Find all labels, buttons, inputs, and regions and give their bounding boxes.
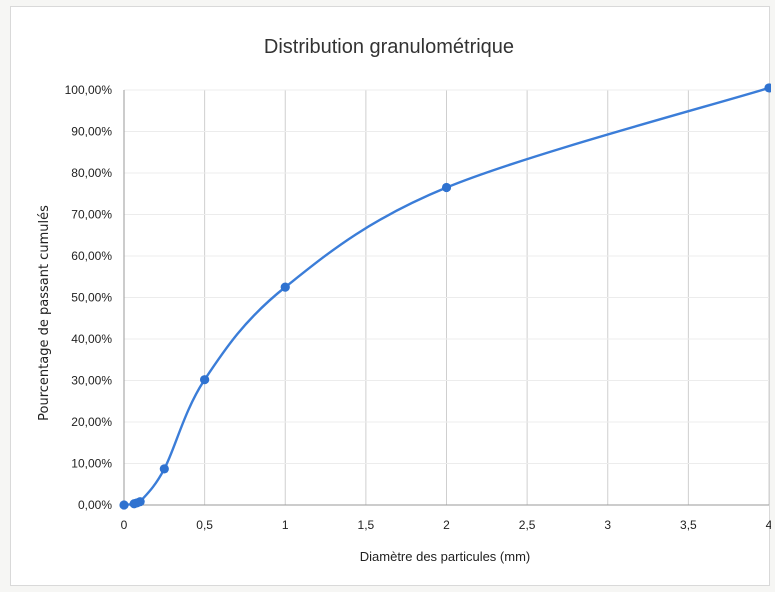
y-tick-label: 40,00% <box>71 332 112 346</box>
x-tick-label: 3 <box>604 518 611 532</box>
x-tick-label: 2,5 <box>519 518 536 532</box>
y-tick-label: 80,00% <box>71 166 112 180</box>
y-tick-label: 90,00% <box>71 125 112 139</box>
x-tick-label: 1 <box>282 518 289 532</box>
y-tick-label: 100,00% <box>65 83 113 97</box>
x-axis-label: Diamètre des particules (mm) <box>360 549 531 564</box>
y-tick-labels: 0,00% 10,00% 20,00% 30,00% 40,00% 50,00% 60,00… <box>65 83 113 512</box>
x-tick-label: 1,5 <box>358 518 375 532</box>
chart-frame: Distribution granulométrique 0 0,5 1 1,5 2 2,… <box>10 6 771 586</box>
x-tick-label: 0 <box>121 518 128 532</box>
data-point <box>159 464 169 474</box>
y-tick-label: 10,00% <box>71 457 112 471</box>
chart-title: Distribution granulométrique <box>264 36 514 58</box>
x-tick-label: 2 <box>443 518 450 532</box>
data-point <box>119 500 129 510</box>
x-tick-label: 4 <box>766 518 771 532</box>
x-tick-labels: 0 0,5 1 1,5 2 2,5 3 3,5 4 <box>121 518 771 532</box>
y-tick-label: 30,00% <box>71 374 112 388</box>
grid-lines <box>124 89 770 505</box>
data-point <box>135 497 145 507</box>
y-tick-label: 60,00% <box>71 249 112 263</box>
x-tick-label: 0,5 <box>196 518 213 532</box>
y-tick-label: 50,00% <box>71 291 112 305</box>
data-point <box>764 83 771 93</box>
x-tick-label: 3,5 <box>680 518 697 532</box>
axes <box>123 90 769 506</box>
y-tick-label: 70,00% <box>71 208 112 222</box>
y-tick-label: 0,00% <box>78 498 112 512</box>
y-axis-label: Pourcentage de passant cumulés <box>37 205 52 421</box>
data-points <box>119 83 771 510</box>
data-point <box>200 375 210 385</box>
chart-svg: Distribution granulométrique 0 0,5 1 1,5 2 2,… <box>37 36 771 564</box>
y-tick-label: 20,00% <box>71 415 112 429</box>
data-point <box>280 282 290 292</box>
data-point <box>441 182 452 193</box>
